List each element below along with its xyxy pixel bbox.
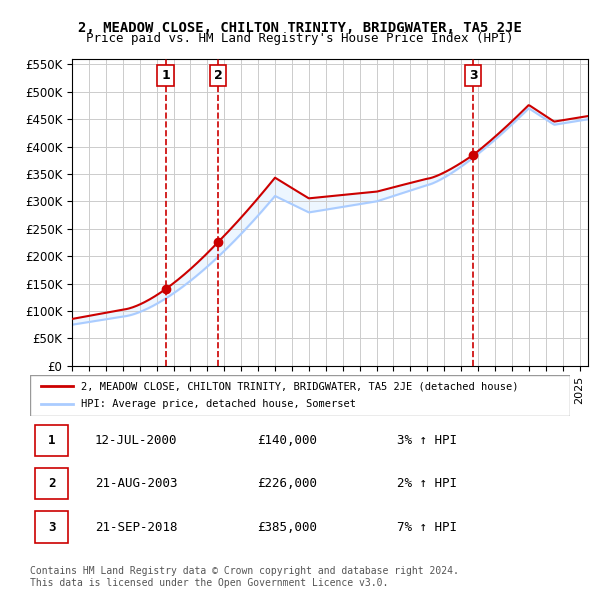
FancyBboxPatch shape: [35, 468, 68, 499]
Text: 1: 1: [161, 69, 170, 82]
Text: 2, MEADOW CLOSE, CHILTON TRINITY, BRIDGWATER, TA5 2JE: 2, MEADOW CLOSE, CHILTON TRINITY, BRIDGW…: [78, 21, 522, 35]
Text: 3% ↑ HPI: 3% ↑ HPI: [397, 434, 457, 447]
Text: 21-AUG-2003: 21-AUG-2003: [95, 477, 178, 490]
FancyBboxPatch shape: [35, 425, 68, 456]
Text: £226,000: £226,000: [257, 477, 317, 490]
Text: 2: 2: [48, 477, 55, 490]
Text: 3: 3: [48, 520, 55, 533]
Text: Price paid vs. HM Land Registry's House Price Index (HPI): Price paid vs. HM Land Registry's House …: [86, 32, 514, 45]
Text: £385,000: £385,000: [257, 520, 317, 533]
Text: 2: 2: [214, 69, 223, 82]
Text: HPI: Average price, detached house, Somerset: HPI: Average price, detached house, Some…: [82, 399, 356, 409]
Text: 3: 3: [469, 69, 478, 82]
Text: 2, MEADOW CLOSE, CHILTON TRINITY, BRIDGWATER, TA5 2JE (detached house): 2, MEADOW CLOSE, CHILTON TRINITY, BRIDGW…: [82, 381, 519, 391]
FancyBboxPatch shape: [30, 375, 570, 416]
Text: 7% ↑ HPI: 7% ↑ HPI: [397, 520, 457, 533]
Text: 21-SEP-2018: 21-SEP-2018: [95, 520, 178, 533]
FancyBboxPatch shape: [35, 512, 68, 543]
Text: Contains HM Land Registry data © Crown copyright and database right 2024.
This d: Contains HM Land Registry data © Crown c…: [30, 566, 459, 588]
Text: 1: 1: [48, 434, 55, 447]
Text: £140,000: £140,000: [257, 434, 317, 447]
Text: 12-JUL-2000: 12-JUL-2000: [95, 434, 178, 447]
Text: 2% ↑ HPI: 2% ↑ HPI: [397, 477, 457, 490]
